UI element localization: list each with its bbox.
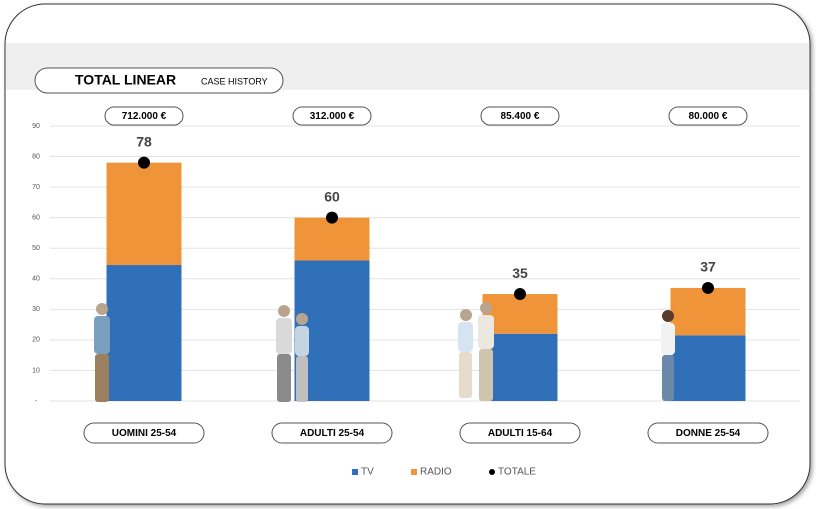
- y-tick-label: 10: [32, 367, 40, 374]
- y-tick-label: -: [35, 398, 38, 405]
- category-pill: [647, 422, 769, 444]
- bar-segment: [294, 217, 370, 261]
- annotation-pill: [668, 106, 748, 126]
- category-pill: [459, 422, 581, 444]
- data-label: 78: [136, 133, 152, 149]
- category-pill: [271, 422, 393, 444]
- total-dot: [702, 281, 714, 294]
- category-pill: [83, 422, 205, 444]
- bar-segment: [670, 335, 746, 401]
- x-tick-label: ADULTI 25-54: [300, 428, 365, 439]
- annotation-pill: [292, 106, 372, 126]
- total-dot: [138, 156, 150, 169]
- chart-title: TOTAL LINEAR: [75, 72, 176, 88]
- legend-swatch: [352, 469, 358, 475]
- data-label: 37: [700, 259, 716, 275]
- annotation-pill: [480, 106, 560, 126]
- chart-subtitle: CASE HISTORY: [201, 76, 268, 86]
- y-tick-label: 60: [32, 215, 40, 222]
- annotation-pill: [104, 106, 184, 126]
- y-tick-label: 70: [32, 184, 40, 191]
- total-dot: [326, 211, 338, 224]
- bar-segment: [670, 287, 746, 336]
- legend-label: TV: [361, 467, 374, 478]
- y-tick-label: 40: [32, 276, 40, 283]
- annotation: 85.400 €: [501, 111, 540, 122]
- total-dot: [514, 288, 526, 301]
- x-tick-label: ADULTI 15-64: [488, 428, 553, 439]
- title-pill: [34, 67, 284, 94]
- legend-label: TOTALE: [498, 467, 536, 478]
- legend-swatch: [411, 469, 417, 475]
- data-label: 35: [512, 265, 528, 281]
- bar-segment: [482, 294, 558, 334]
- annotation: 712.000 €: [122, 111, 167, 122]
- y-tick-label: 90: [32, 123, 40, 130]
- y-tick-label: 30: [32, 306, 40, 313]
- y-tick-label: 80: [32, 153, 40, 160]
- y-tick-label: 20: [32, 337, 40, 344]
- bar-segment: [106, 265, 182, 401]
- annotation: 312.000 €: [310, 111, 355, 122]
- data-label: 60: [324, 188, 340, 204]
- legend-label: RADIO: [420, 467, 452, 478]
- annotation: 80.000 €: [689, 111, 728, 122]
- bar-segment: [482, 333, 558, 401]
- people-figures: [94, 302, 675, 402]
- x-tick-label: DONNE 25-54: [676, 428, 741, 439]
- x-tick-label: UOMINI 25-54: [112, 428, 177, 439]
- legend-swatch: [489, 469, 495, 475]
- bar-segment: [106, 162, 182, 266]
- y-tick-label: 50: [32, 245, 40, 252]
- frame: [4, 3, 811, 505]
